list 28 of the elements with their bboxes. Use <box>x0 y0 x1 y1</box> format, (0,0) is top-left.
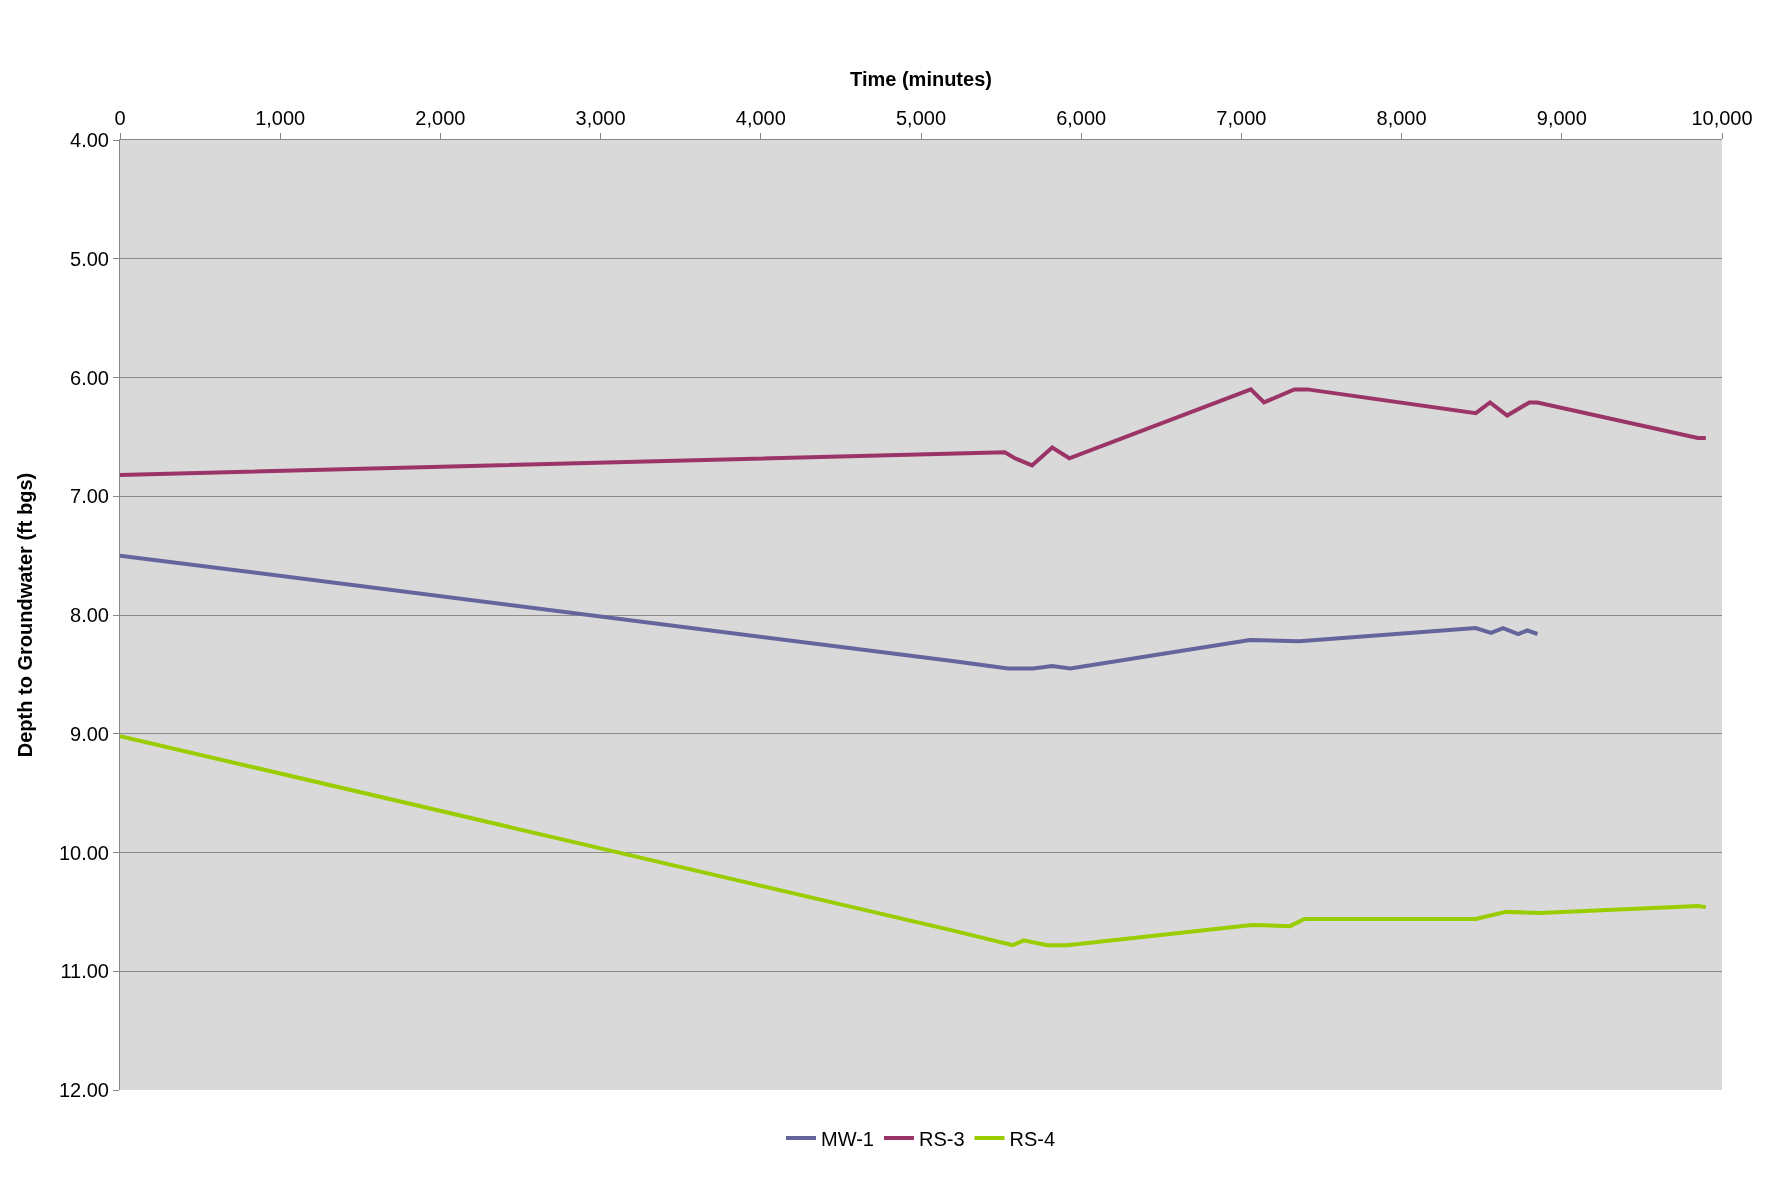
legend-label: RS-3 <box>918 1127 965 1150</box>
y-tick-label: 12.00 <box>58 1079 109 1101</box>
line-series <box>120 734 1708 948</box>
legend-label: RS-4 <box>1009 1127 1056 1150</box>
x-tick-label: 9,000 <box>1536 107 1587 129</box>
line-series <box>120 387 1708 477</box>
x-tick-label: 1,000 <box>255 107 306 129</box>
x-tick-label: 7,000 <box>1216 107 1267 129</box>
y-tick-label: 11.00 <box>60 960 109 983</box>
y-tick-label: 5.00 <box>70 247 109 270</box>
legend-label: MW-1 <box>821 1127 874 1150</box>
x-axis-title: Time (minutes) <box>850 67 992 90</box>
x-tick-label: 4,000 <box>735 107 786 129</box>
x-tick-label: 0 <box>114 107 126 129</box>
y-axis-title: Depth to Groundwater (ft bgs) <box>14 472 37 758</box>
y-tick-label: 6.00 <box>70 366 109 389</box>
x-tick-label: 5,000 <box>895 107 947 129</box>
x-tick-label: 2,000 <box>415 107 466 129</box>
y-tick-label: 8.00 <box>70 604 109 626</box>
x-tick-label: 8,000 <box>1376 107 1427 129</box>
y-tick-label: 4.00 <box>70 129 109 151</box>
y-tick-label: 10.00 <box>58 841 109 864</box>
x-tick-label: 10,000 <box>1691 107 1753 129</box>
line-series <box>120 553 1540 671</box>
x-tick-label: 6,000 <box>1056 107 1107 129</box>
x-tick-label: 3,000 <box>575 107 626 129</box>
y-tick-label: 7.00 <box>70 485 109 508</box>
y-tick-label: 9.00 <box>70 722 109 745</box>
